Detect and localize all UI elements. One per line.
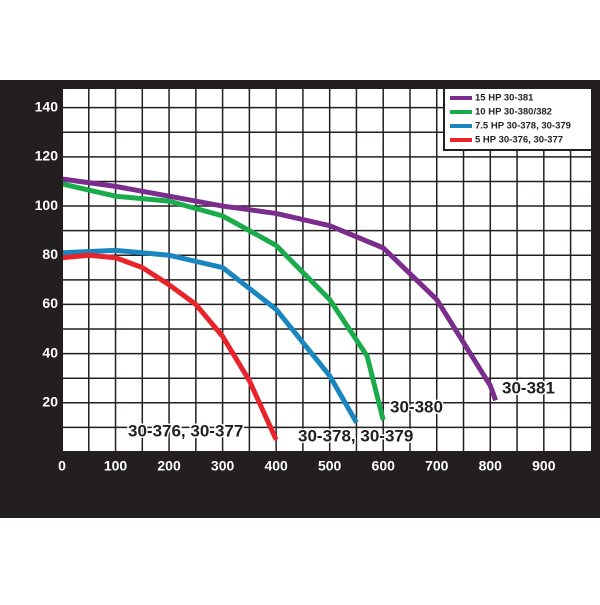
y-tick-label: 100 [35,197,59,213]
x-tick-label: 200 [157,458,181,474]
legend-label: 15 HP 30-381 [475,93,534,104]
x-tick-label: 900 [532,458,556,474]
series-line [61,252,279,441]
x-tick-label: 0 [58,458,66,474]
x-tick-label: 600 [372,458,396,474]
x-tick-label: 400 [264,458,288,474]
y-tick-label: 80 [42,246,58,262]
annotation: 30-376, 30-377 [128,421,243,440]
x-tick-label: 800 [479,458,503,474]
x-tick-label: 500 [318,458,342,474]
x-tick-label: 100 [104,458,128,474]
legend-label: 10 HP 30-380/382 [475,107,552,118]
y-tick-label: 140 [35,98,59,114]
y-tick-label: 60 [42,295,58,311]
series-line [61,181,386,421]
annotation: 30-381 [502,378,555,397]
y-tick-label: 20 [42,394,58,410]
x-tick-label: 300 [211,458,235,474]
annotation: 30-378, 30-379 [298,426,413,445]
plot-border [61,87,593,453]
series-line [61,176,498,402]
x-tick-label: 700 [425,458,449,474]
y-tick-label: 40 [42,344,58,360]
annotation: 30-380 [390,397,443,416]
series-line [61,247,359,424]
legend-label: 7.5 HP 30-378, 30-379 [475,121,571,132]
y-tick-label: 120 [35,148,59,164]
legend-label: 5 HP 30-376, 30-377 [475,135,563,146]
